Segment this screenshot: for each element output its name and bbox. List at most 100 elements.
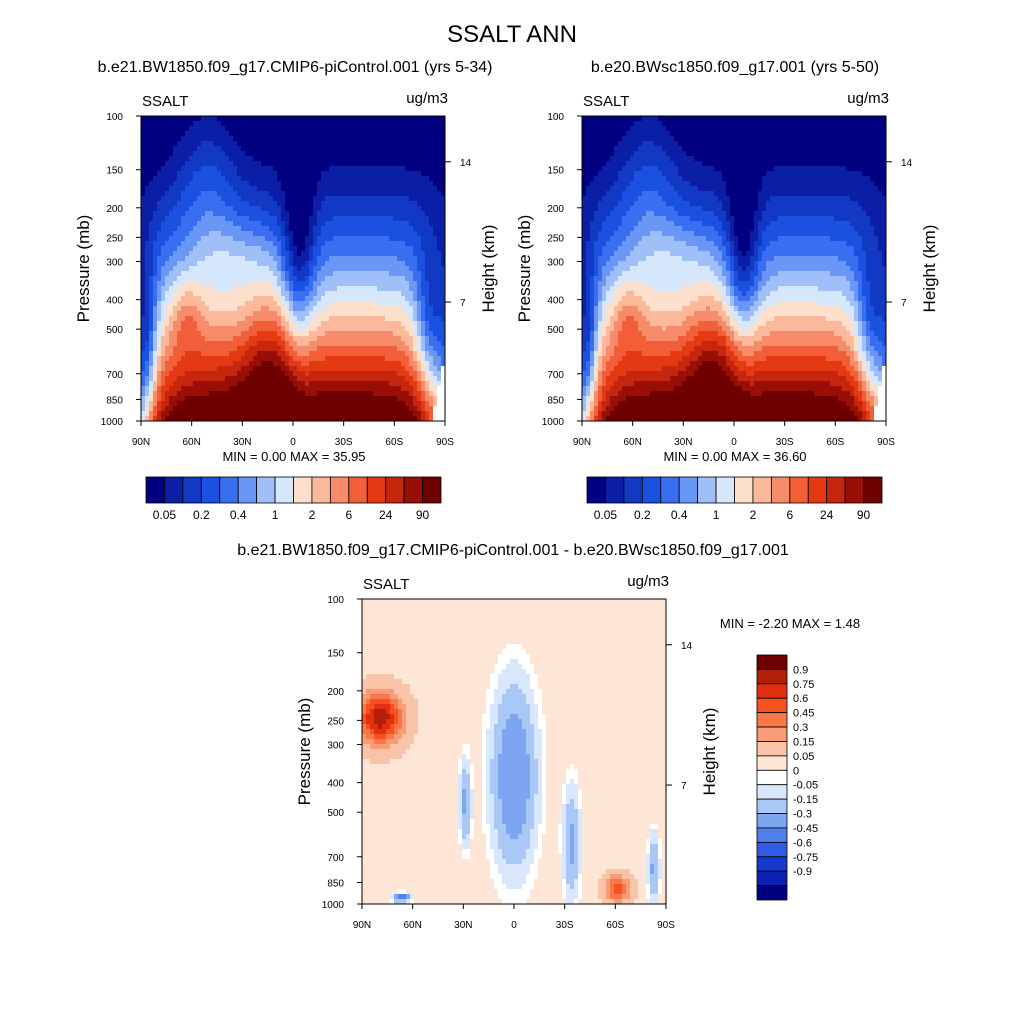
contour-cell [289,226,294,232]
contour-cell [357,166,362,172]
contour-cell [666,131,671,137]
contour-cell [245,371,250,377]
contour-cell [285,241,290,247]
contour-cell [173,231,178,237]
contour-cell [245,191,250,197]
contour-cell [189,396,194,402]
contour-cell [209,261,214,267]
contour-cell [441,206,446,212]
contour-cell [165,331,170,337]
contour-cell [297,286,302,292]
contour-cell [381,116,386,122]
contour-cell [285,171,290,177]
contour-cell [313,381,318,387]
contour-cell [393,216,398,222]
contour-cell [165,341,170,347]
contour-cell [301,136,306,142]
contour-cell [297,341,302,347]
contour-cell [409,341,414,347]
contour-cell [786,116,791,122]
contour-cell [349,231,354,237]
contour-cell [277,186,282,192]
contour-cell [253,201,258,207]
contour-cell [421,196,426,202]
contour-cell [197,116,202,122]
contour-cell [281,226,286,232]
contour-cell [425,216,430,222]
contour-cell [730,121,735,127]
contour-cell [253,176,258,182]
contour-cell [265,351,270,357]
contour-cell [189,301,194,307]
contour-cell [161,341,166,347]
contour-cell [141,151,146,157]
contour-cell [333,381,338,387]
contour-cell [397,281,402,287]
contour-cell [389,381,394,387]
contour-cell [297,346,302,352]
contour-cell [161,121,166,127]
contour-cell [345,231,350,237]
contour-cell [205,416,210,422]
contour-cell [337,341,342,347]
contour-cell [201,166,206,172]
contour-cell [181,286,186,292]
contour-cell [429,331,434,337]
contour-cell [297,406,302,412]
contour-cell [309,236,314,242]
contour-cell [209,206,214,212]
contour-cell [842,126,847,132]
contour-cell [433,341,438,347]
contour-cell [245,271,250,277]
contour-cell [329,271,334,277]
contour-cell [293,186,298,192]
contour-cell [285,266,290,272]
contour-cell [285,276,290,282]
contour-cell [233,276,238,282]
contour-cell [173,116,178,122]
contour-cell [209,221,214,227]
contour-cell [245,181,250,187]
contour-cell [241,331,246,337]
contour-cell [357,371,362,377]
contour-cell [337,241,342,247]
contour-cell [437,276,442,282]
contour-cell [317,211,322,217]
contour-cell [357,306,362,312]
contour-cell [241,291,246,297]
colorbar-swatch [200,476,221,504]
contour-cell [329,206,334,212]
contour-cell [373,126,378,132]
contour-cell [277,191,282,197]
contour-cell [333,186,338,192]
contour-cell [197,361,202,367]
contour-cell [333,406,338,412]
contour-cell [249,176,254,182]
contour-cell [253,301,258,307]
contour-cell [405,326,410,332]
contour-cell [153,131,158,137]
contour-cell [245,131,250,137]
contour-cell [353,286,358,292]
contour-cell [173,306,178,312]
contour-cell [437,411,442,417]
contour-cell [181,386,186,392]
contour-cell [161,186,166,192]
contour-cell [642,121,647,127]
contour-cell [193,261,198,267]
contour-cell [181,231,186,237]
contour-cell [357,151,362,157]
contour-cell [213,146,218,152]
contour-cell [361,126,366,132]
contour-cell [205,231,210,237]
contour-cell [237,216,242,222]
contour-cell [213,401,218,407]
contour-cell [762,131,767,137]
contour-cell [249,281,254,287]
contour-cell [441,121,446,127]
contour-cell [249,141,254,147]
contour-cell [253,286,258,292]
contour-cell [301,176,306,182]
contour-cell [626,126,631,132]
contour-cell [245,336,250,342]
